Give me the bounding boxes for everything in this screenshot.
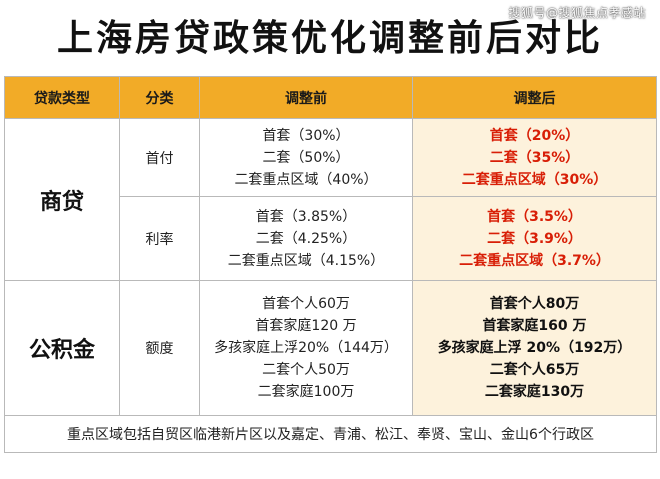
limit-before: 首套个人60万 首套家庭120 万 多孩家庭上浮20%（144万） 二套个人50…: [199, 280, 413, 416]
list-item: 首套家庭120 万: [255, 318, 357, 334]
down-payment-after: 首套（20%） 二套（35%） 二套重点区域（30%）: [412, 118, 657, 197]
footer-row: 重点区域包括自贸区临港新片区以及嘉定、青浦、松江、奉贤、宝山、金山6个行政区: [4, 415, 657, 453]
list-item: 首套（3.85%）: [255, 208, 357, 225]
table-row-provident-limit: 公积金 额度 首套个人60万 首套家庭120 万 多孩家庭上浮20%（144万）…: [4, 280, 657, 416]
header-before: 调整前: [199, 76, 413, 119]
interest-rate-after: 首套（3.5%） 二套（3.9%） 二套重点区域（3.7%）: [412, 196, 657, 281]
list-item: 二套（35%）: [489, 149, 580, 166]
list-item: 二套（3.9%）: [487, 230, 582, 247]
list-item: 二套（50%）: [262, 149, 350, 166]
category-provident-fund: 公积金: [4, 280, 120, 416]
category-commercial-loan: 商贷: [4, 118, 120, 281]
list-item: 二套重点区域（3.7%）: [459, 252, 610, 269]
header-after: 调整后: [412, 76, 657, 119]
page-title: 上海房贷政策优化调整前后对比: [56, 18, 603, 59]
list-item: 首套（3.5%）: [487, 208, 582, 225]
subcategory-down-payment: 首付: [119, 118, 200, 197]
list-item: 二套重点区域（30%）: [461, 171, 608, 188]
list-item: 首套个人60万: [262, 296, 350, 312]
list-item: 二套重点区域（4.15%）: [227, 252, 385, 269]
header-category: 分类: [119, 76, 200, 119]
list-item: 多孩家庭上浮 20%（192万）: [437, 340, 632, 356]
list-item: 二套重点区域（40%）: [234, 171, 378, 188]
list-item: 首套个人80万: [489, 296, 580, 312]
list-item: 二套（4.25%）: [255, 230, 357, 247]
list-item: 二套个人65万: [489, 362, 580, 378]
table-row-interest-rate: 利率 首套（3.85%） 二套（4.25%） 二套重点区域（4.15%） 首套（…: [5, 196, 657, 281]
down-payment-before: 首套（30%） 二套（50%） 二套重点区域（40%）: [199, 118, 413, 197]
list-item: 首套（20%）: [489, 127, 580, 144]
subcategory-interest-rate: 利率: [119, 196, 200, 281]
list-item: 多孩家庭上浮20%（144万）: [214, 340, 398, 356]
list-item: 二套家庭100万: [257, 384, 355, 400]
header-row: 贷款类型 分类 调整前 调整后: [4, 76, 657, 119]
list-item: 首套（30%）: [262, 127, 350, 144]
interest-rate-before: 首套（3.85%） 二套（4.25%） 二套重点区域（4.15%）: [199, 196, 413, 281]
limit-after: 首套个人80万 首套家庭160 万 多孩家庭上浮 20%（192万） 二套个人6…: [412, 280, 657, 416]
list-item: 首套家庭160 万: [482, 318, 587, 334]
footer-note: 重点区域包括自贸区临港新片区以及嘉定、青浦、松江、奉贤、宝山、金山6个行政区: [4, 415, 657, 453]
subcategory-limit: 额度: [119, 280, 200, 416]
comparison-table: 贷款类型 分类 调整前 调整后 商贷 首付 首套（30%） 二套（50%） 二套…: [4, 76, 657, 453]
header-loan-type: 贷款类型: [4, 76, 120, 119]
list-item: 二套个人50万: [262, 362, 350, 378]
list-item: 二套家庭130万: [484, 384, 585, 400]
source-watermark: 搜狐号@搜狐焦点孝感站: [508, 6, 646, 20]
table-row-down-payment: 商贷 首付 首套（30%） 二套（50%） 二套重点区域（40%） 首套（20%…: [4, 118, 657, 281]
